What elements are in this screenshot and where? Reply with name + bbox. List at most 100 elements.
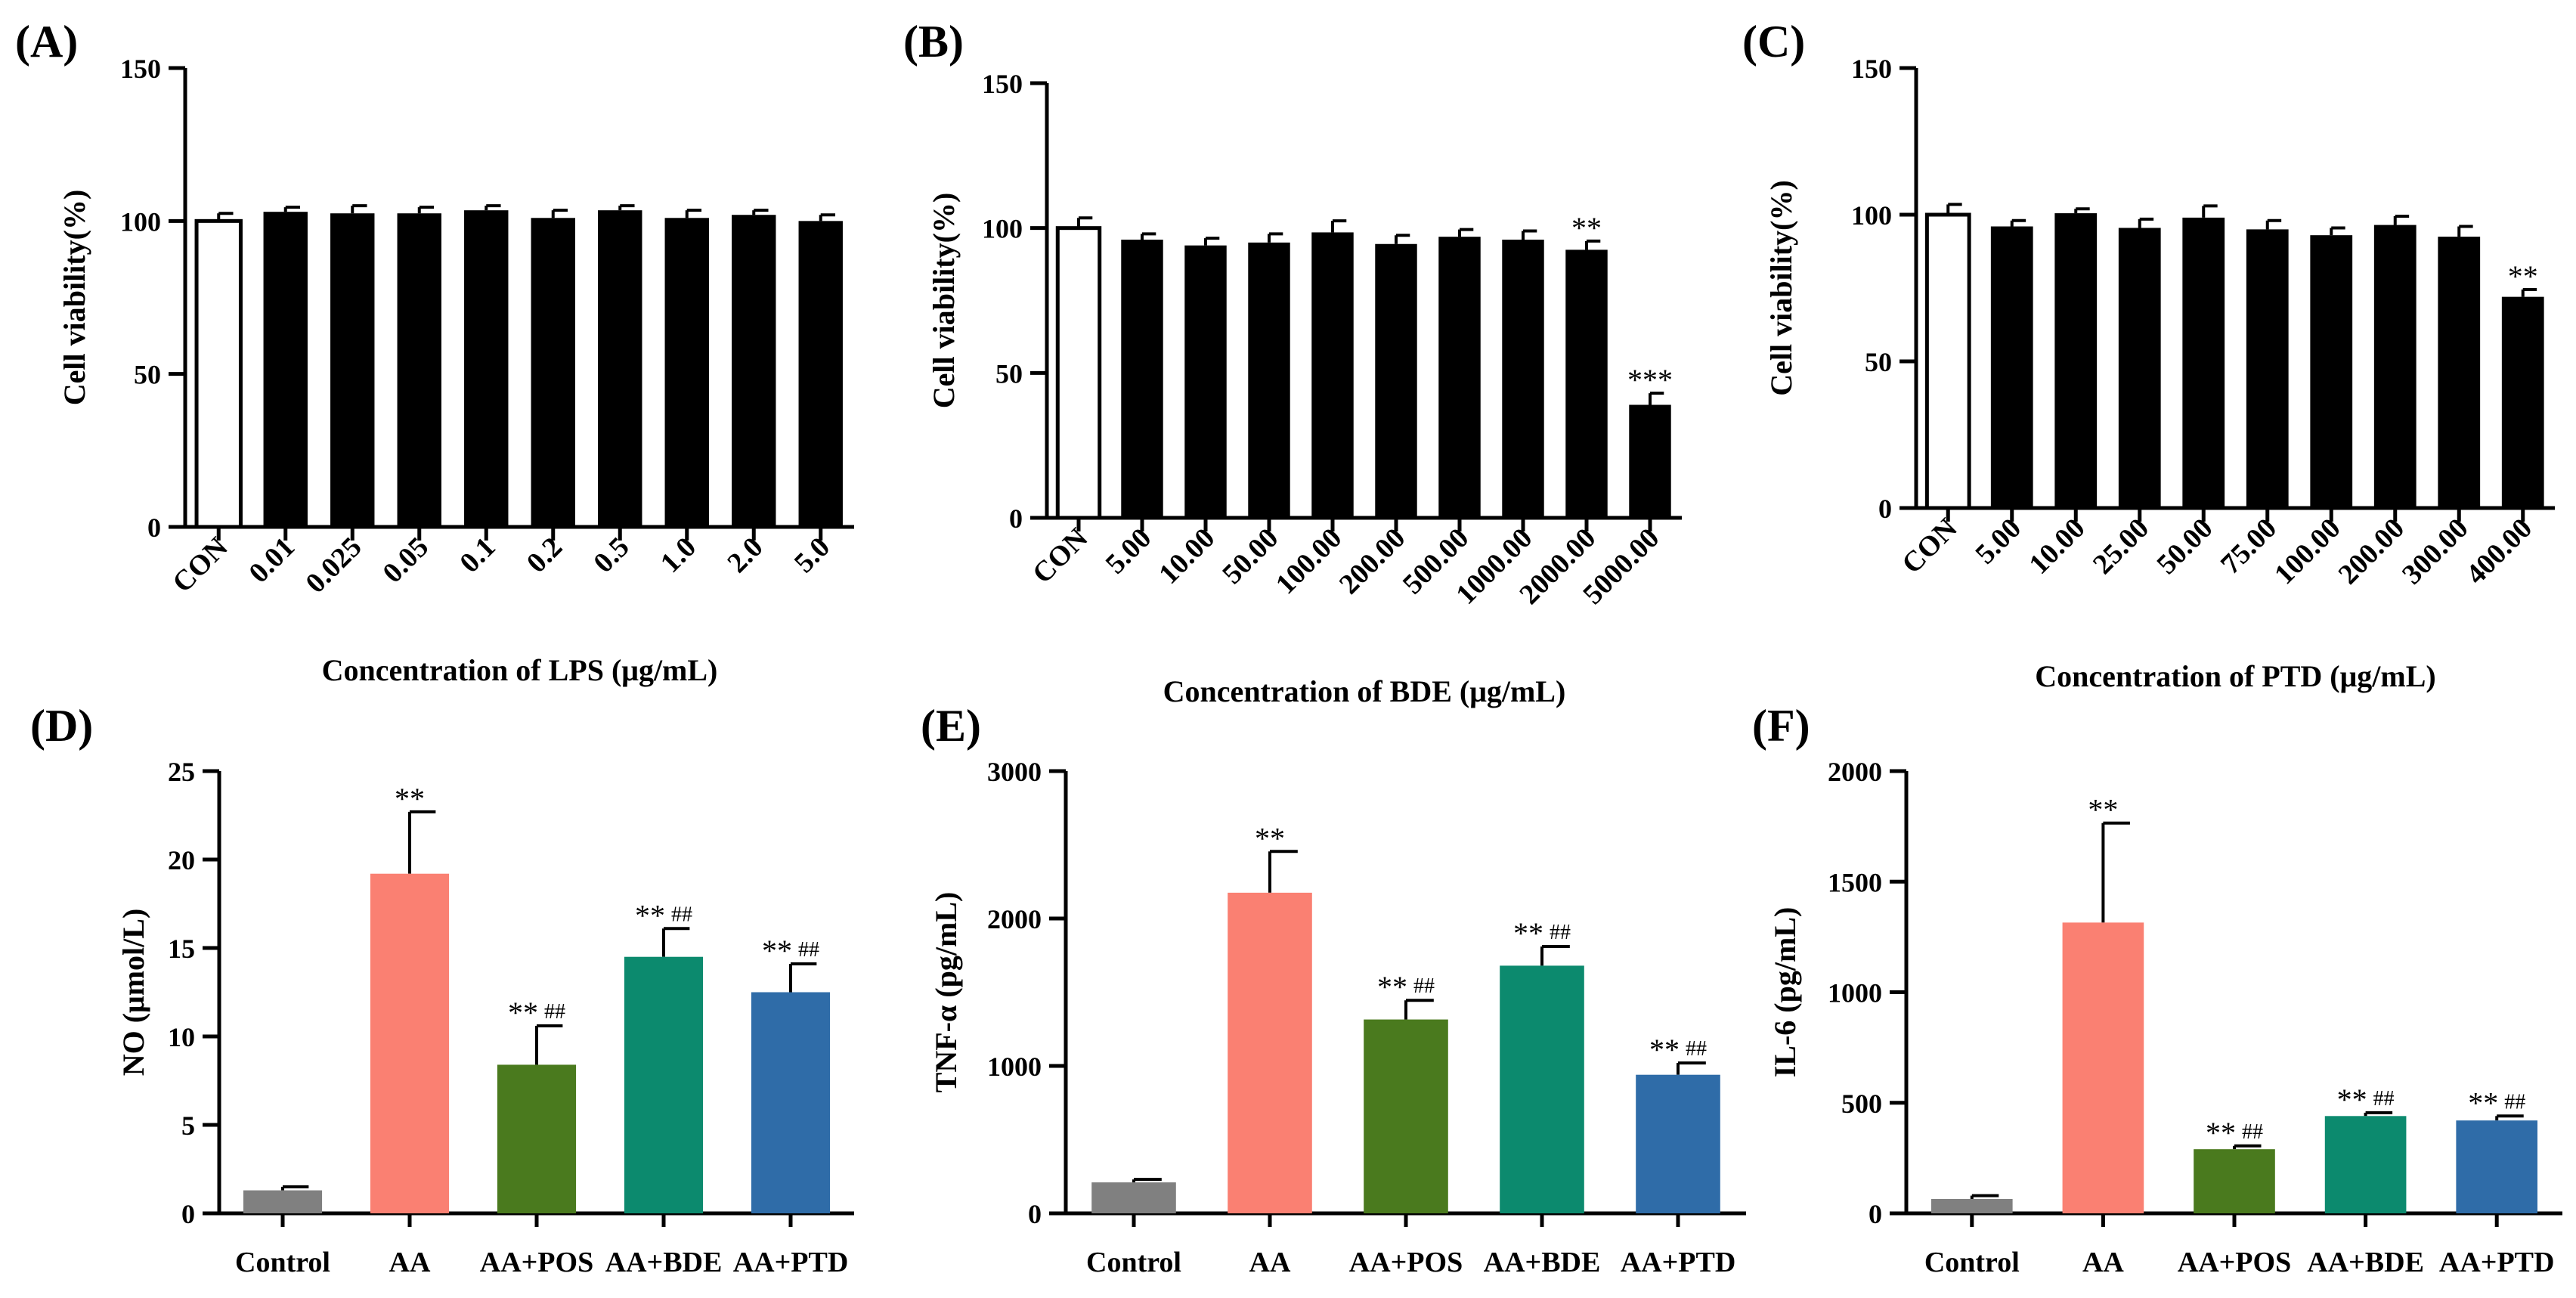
category-label: AA bbox=[2082, 1247, 2124, 1278]
category-label: AA+PTD bbox=[1621, 1247, 1736, 1278]
bar-400.00 bbox=[2501, 296, 2544, 508]
y-tick-label: 50 bbox=[1865, 347, 1892, 377]
category-label: 0.2 bbox=[521, 531, 568, 579]
bar-200.00 bbox=[2373, 225, 2417, 508]
bar-75.00 bbox=[2246, 229, 2289, 508]
hash-significance-label: ## bbox=[2373, 1087, 2395, 1111]
category-label: AA+PTD bbox=[2439, 1247, 2555, 1278]
bar-5000.00 bbox=[1629, 404, 1671, 518]
panel-c: (C) 0 50 100 150 Cell viability(%) CON 5.0010.0… bbox=[1742, 17, 2555, 693]
y-tick-label: 10 bbox=[168, 1022, 195, 1052]
category-label: AA+BDE bbox=[1484, 1247, 1601, 1278]
panel-b: (B) 0 50 100 150 Cell viability(%) CON 5.0010.0… bbox=[903, 17, 1682, 708]
bar-0.5 bbox=[598, 210, 642, 527]
y-tick-label: 500 bbox=[1841, 1089, 1882, 1119]
category-label: 5.0 bbox=[788, 531, 836, 579]
bar-AA+POS bbox=[2194, 1149, 2275, 1213]
hash-significance-label: ## bbox=[798, 938, 819, 962]
bar-AA+POS bbox=[497, 1064, 577, 1213]
category-label: AA+POS bbox=[1349, 1247, 1463, 1278]
y-axis-title: Cell viability(%) bbox=[57, 190, 91, 406]
bar-1000.00 bbox=[1502, 240, 1544, 518]
hash-significance-label: ## bbox=[544, 1000, 565, 1024]
hash-significance-label: ## bbox=[2504, 1090, 2525, 1114]
bar-100.00 bbox=[1311, 232, 1354, 518]
hash-significance-label: ## bbox=[1413, 974, 1435, 998]
significance-label: ** bbox=[2088, 793, 2118, 827]
category-label: 0.5 bbox=[587, 531, 635, 579]
y-axis-title: Cell viability(%) bbox=[927, 193, 961, 409]
bar-50.00 bbox=[2182, 217, 2225, 508]
y-tick-label: 50 bbox=[995, 358, 1023, 389]
bar-25.00 bbox=[2118, 228, 2161, 508]
significance-label: ** bbox=[762, 934, 792, 968]
significance-label: ** bbox=[1571, 211, 1602, 245]
significance-label: ** bbox=[635, 898, 665, 932]
panel-label: (D) bbox=[30, 701, 93, 751]
y-tick-label: 1000 bbox=[1828, 978, 1882, 1008]
bar-CON bbox=[194, 218, 243, 529]
bar-AA+PTD bbox=[1636, 1074, 1720, 1213]
y-tick-label: 0 bbox=[1869, 1199, 1882, 1229]
category-label: 0.025 bbox=[299, 531, 367, 599]
category-label: AA+BDE bbox=[2307, 1247, 2424, 1278]
x-axis-title: Concentration of BDE (μg/mL) bbox=[1163, 674, 1566, 708]
bar-AA+BDE bbox=[1500, 965, 1584, 1213]
bar-AA+BDE bbox=[2324, 1116, 2407, 1213]
category-label: 1.0 bbox=[655, 531, 702, 579]
bar-AA bbox=[1228, 892, 1312, 1213]
y-tick-label: 0 bbox=[1878, 494, 1892, 524]
panel-label: (B) bbox=[903, 17, 964, 67]
category-label: AA+POS bbox=[480, 1247, 593, 1278]
bar-AA+BDE bbox=[624, 956, 704, 1213]
panel-label: (C) bbox=[1742, 17, 1805, 67]
y-tick-label: 15 bbox=[168, 934, 195, 964]
y-tick-label: 2000 bbox=[987, 904, 1042, 934]
bar-Control bbox=[1930, 1198, 2013, 1213]
bar-0.05 bbox=[397, 213, 441, 527]
category-label: AA bbox=[1249, 1247, 1291, 1278]
category-label: AA bbox=[389, 1247, 431, 1278]
y-tick-label: 100 bbox=[120, 206, 161, 237]
category-label: CON bbox=[166, 531, 234, 599]
category-label: Control bbox=[1924, 1247, 2020, 1278]
panel-label: (A) bbox=[15, 17, 78, 67]
category-label: 0.05 bbox=[376, 531, 435, 590]
bar-0.025 bbox=[330, 213, 375, 527]
category-label: 0.01 bbox=[243, 531, 301, 590]
category-label: 200.00 bbox=[1333, 522, 1412, 601]
category-label: 200.00 bbox=[2333, 513, 2411, 591]
significance-label: ** bbox=[1649, 1033, 1680, 1067]
bar-1.0 bbox=[664, 218, 709, 527]
y-axis-title: NO (μmol/L) bbox=[116, 909, 150, 1077]
category-label: 100.00 bbox=[1270, 522, 1348, 601]
category-label: 0.1 bbox=[454, 531, 501, 579]
bar-Control bbox=[243, 1190, 323, 1213]
bar-CON bbox=[1055, 226, 1102, 520]
y-tick-label: 1500 bbox=[1828, 867, 1882, 897]
bar-0.1 bbox=[464, 210, 509, 527]
category-label: 50.00 bbox=[2150, 513, 2218, 581]
category-label: 2.0 bbox=[721, 531, 769, 579]
bar-AA bbox=[2062, 922, 2144, 1213]
x-axis-title: Concentration of PTD (μg/mL) bbox=[2035, 659, 2435, 693]
category-label: 100.00 bbox=[2268, 513, 2347, 591]
category-label: AA+POS bbox=[2178, 1247, 2291, 1278]
category-label: 5.00 bbox=[1969, 513, 2027, 571]
hash-significance-label: ## bbox=[671, 903, 692, 926]
bar-2.0 bbox=[732, 215, 776, 527]
y-tick-label: 2000 bbox=[1828, 757, 1882, 787]
category-label: CON bbox=[1026, 522, 1094, 590]
hash-significance-label: ## bbox=[1686, 1037, 1707, 1061]
bar-AA+POS bbox=[1364, 1019, 1448, 1213]
panel-e: (E) 0 1000 2000 3000 TNF-α (pg/mL) Control ** AA… bbox=[921, 701, 1746, 1278]
bar-0.01 bbox=[263, 212, 308, 527]
bar-5.00 bbox=[1121, 240, 1163, 518]
x-axis-title: Concentration of LPS (μg/mL) bbox=[322, 653, 718, 687]
y-tick-label: 0 bbox=[1028, 1199, 1042, 1229]
significance-label: *** bbox=[1627, 363, 1673, 397]
bar-300.00 bbox=[2438, 237, 2481, 508]
category-label: 400.00 bbox=[2460, 513, 2539, 591]
y-tick-label: 0 bbox=[181, 1199, 195, 1229]
significance-label: ** bbox=[2468, 1086, 2498, 1120]
